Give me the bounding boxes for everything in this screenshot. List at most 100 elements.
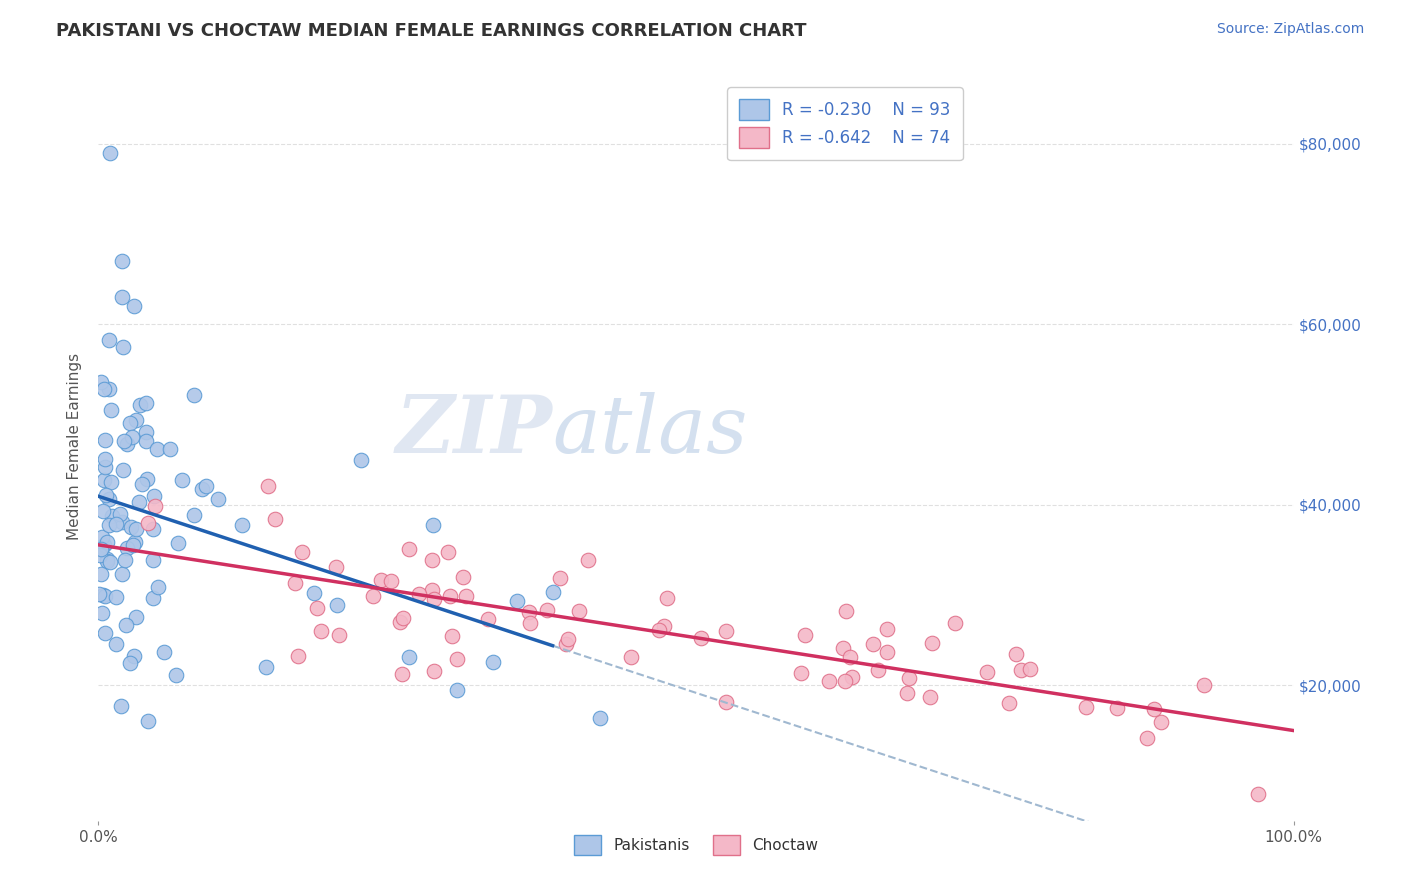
Point	[398, 650, 420, 665]
Point	[142, 591, 165, 605]
Point	[122, 538, 145, 552]
Point	[143, 489, 166, 503]
Y-axis label: Median Female Earnings: Median Female Earnings	[67, 352, 83, 540]
Point	[91, 588, 114, 602]
Point	[519, 615, 541, 630]
Point	[98, 555, 121, 569]
Point	[96, 535, 118, 549]
Point	[93, 382, 115, 396]
Point	[93, 589, 115, 603]
Point	[90, 541, 112, 556]
Point	[231, 517, 253, 532]
Point	[652, 619, 675, 633]
Point	[143, 499, 166, 513]
Point	[136, 472, 159, 486]
Point	[114, 553, 136, 567]
Point	[657, 591, 679, 605]
Point	[142, 553, 165, 567]
Point	[112, 434, 135, 449]
Point	[423, 591, 446, 606]
Point	[124, 299, 146, 313]
Point	[325, 559, 347, 574]
Point	[506, 594, 529, 608]
Point	[108, 508, 131, 522]
Point	[121, 430, 143, 444]
Point	[868, 663, 890, 677]
Point	[1105, 701, 1128, 715]
Point	[517, 605, 540, 619]
Point	[148, 580, 170, 594]
Point	[1150, 714, 1173, 729]
Point	[1192, 678, 1215, 692]
Point	[1074, 700, 1097, 714]
Point	[104, 636, 127, 650]
Point	[536, 602, 558, 616]
Point	[256, 479, 278, 493]
Point	[391, 667, 413, 681]
Text: ZIP: ZIP	[395, 392, 553, 470]
Point	[361, 590, 384, 604]
Point	[97, 382, 120, 396]
Point	[1005, 648, 1028, 662]
Point	[441, 629, 464, 643]
Point	[714, 624, 737, 638]
Point	[1143, 702, 1166, 716]
Point	[420, 582, 443, 597]
Point	[648, 623, 671, 637]
Point	[398, 542, 420, 557]
Point	[90, 375, 112, 389]
Point	[576, 553, 599, 567]
Point	[115, 541, 138, 556]
Point	[183, 388, 205, 402]
Point	[328, 627, 350, 641]
Point	[876, 645, 898, 659]
Point	[101, 508, 124, 523]
Point	[94, 452, 117, 467]
Point	[104, 590, 127, 604]
Point	[98, 333, 121, 347]
Legend: Pakistanis, Choctaw: Pakistanis, Choctaw	[562, 824, 830, 865]
Point	[920, 690, 942, 705]
Point	[921, 636, 943, 650]
Point	[112, 340, 135, 354]
Point	[138, 714, 160, 728]
Point	[302, 586, 325, 600]
Text: atlas: atlas	[553, 392, 748, 470]
Point	[138, 516, 160, 530]
Point	[454, 589, 477, 603]
Point	[129, 398, 152, 412]
Point	[96, 554, 118, 568]
Point	[96, 551, 118, 566]
Point	[131, 476, 153, 491]
Point	[423, 664, 446, 678]
Point	[370, 574, 392, 588]
Point	[111, 515, 134, 529]
Point	[446, 682, 468, 697]
Point	[146, 442, 169, 456]
Point	[264, 512, 287, 526]
Point	[94, 626, 117, 640]
Point	[408, 587, 430, 601]
Point	[1010, 663, 1032, 677]
Point	[477, 612, 499, 626]
Point	[620, 650, 643, 665]
Point	[100, 475, 122, 490]
Point	[124, 534, 146, 549]
Point	[94, 433, 117, 447]
Point	[120, 657, 142, 671]
Point	[831, 641, 853, 656]
Point	[389, 615, 412, 629]
Point	[100, 403, 122, 417]
Point	[91, 504, 114, 518]
Point	[183, 508, 205, 523]
Point	[93, 473, 115, 487]
Point	[90, 530, 112, 544]
Point	[90, 606, 112, 620]
Text: PAKISTANI VS CHOCTAW MEDIAN FEMALE EARNINGS CORRELATION CHART: PAKISTANI VS CHOCTAW MEDIAN FEMALE EARNI…	[56, 22, 807, 40]
Point	[167, 536, 190, 550]
Point	[350, 453, 373, 467]
Point	[541, 584, 564, 599]
Point	[124, 412, 146, 426]
Point	[135, 425, 157, 440]
Point	[207, 491, 229, 506]
